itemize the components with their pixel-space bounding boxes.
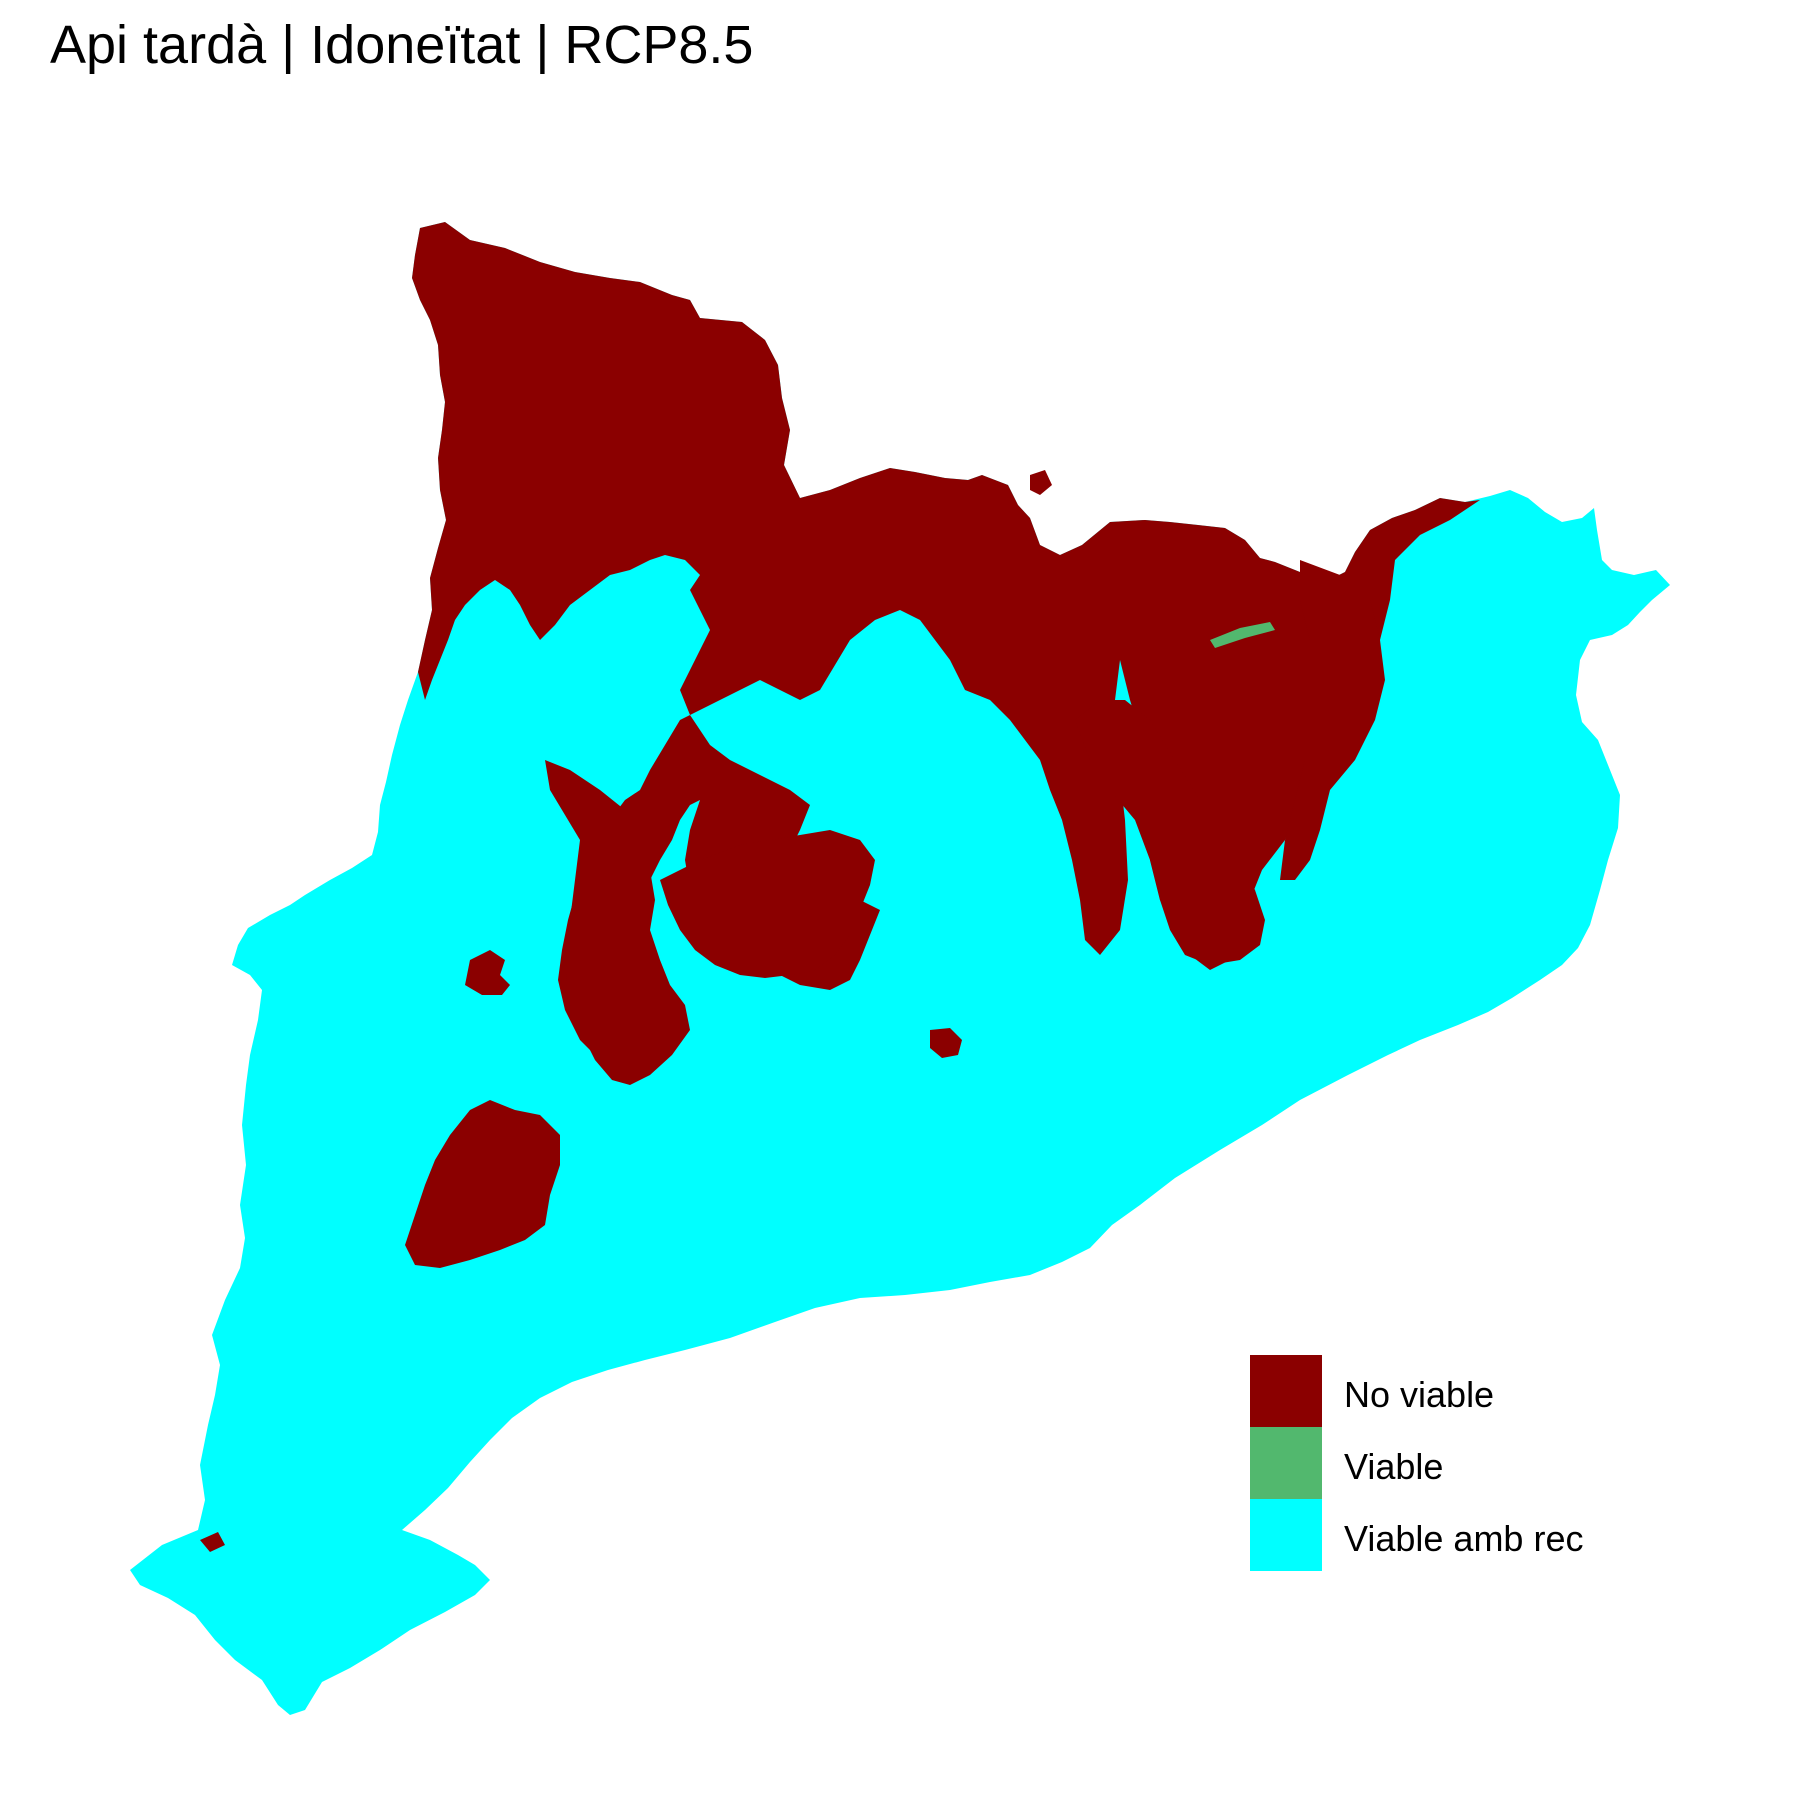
region-no-viable-central: [545, 760, 690, 1085]
region-no-viable-montseny: [1075, 700, 1265, 965]
region-viable-amb-rec: [130, 222, 1670, 1715]
region-viable-strip: [1210, 622, 1275, 648]
region-no-viable-southwest: [405, 1100, 560, 1268]
region-no-viable-small-center: [930, 1028, 962, 1058]
region-no-viable-delta-spot: [200, 1532, 225, 1552]
region-no-viable-ne-band: [1280, 560, 1385, 880]
map-title: Api tardà | Idoneïtat | RCP8.5: [50, 15, 754, 75]
region-no-viable-lake: [465, 950, 510, 995]
legend-label-no-viable: No viable: [1344, 1374, 1495, 1415]
legend-swatch-viable-amb-rec: [1250, 1499, 1322, 1571]
legend-label-viable: Viable: [1344, 1446, 1444, 1487]
region-no-viable-enclave: [1030, 470, 1052, 495]
legend-swatch-viable: [1250, 1427, 1322, 1499]
legend-label-viable-amb-rec: Viable amb rec: [1344, 1518, 1584, 1559]
legend-swatch-no-viable: [1250, 1355, 1322, 1427]
region-no-viable-center-east: [660, 830, 875, 978]
